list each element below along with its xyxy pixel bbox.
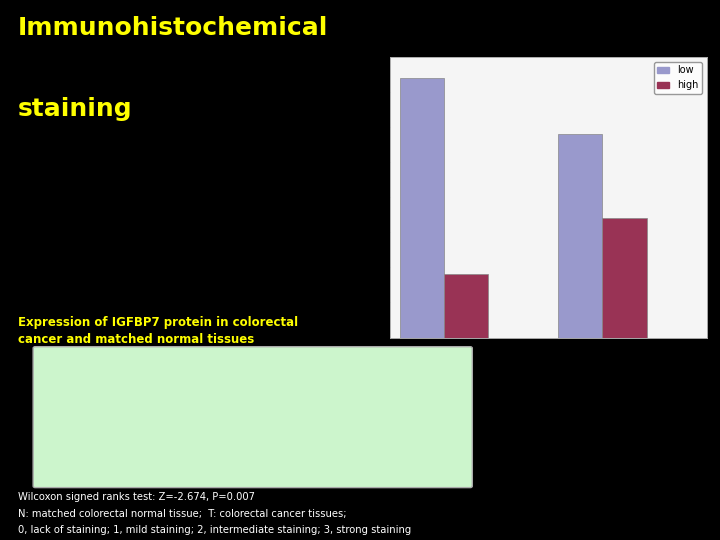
Text: 8: 8 bbox=[256, 413, 266, 427]
Text: 0: 0 bbox=[117, 371, 127, 386]
Text: 23: 23 bbox=[181, 456, 202, 471]
Text: 0, lack of staining; 1, mild staining; 2, intermediate staining; 3, strong stain: 0, lack of staining; 1, mild staining; 2… bbox=[18, 525, 411, 535]
Text: Expression of IGFBP7 protein in colorectal
cancer and matched normal tissues: Expression of IGFBP7 protein in colorect… bbox=[18, 316, 298, 346]
Text: 0.007: 0.007 bbox=[379, 413, 423, 427]
Bar bbox=[444, 274, 488, 338]
Bar bbox=[558, 134, 603, 338]
Text: 6: 6 bbox=[117, 456, 127, 471]
Text: Immunohistochemical: Immunohistochemical bbox=[18, 16, 328, 40]
Text: T: T bbox=[53, 456, 62, 471]
Text: 1: 1 bbox=[322, 413, 331, 427]
Y-axis label: cases: cases bbox=[359, 183, 369, 211]
Text: 1: 1 bbox=[187, 371, 197, 386]
Text: Wilcoxon signed ranks test: Z=-2.674, P=0.007: Wilcoxon signed ranks test: Z=-2.674, P=… bbox=[18, 492, 255, 503]
Legend: low, high: low, high bbox=[654, 62, 702, 94]
Text: 13: 13 bbox=[251, 456, 272, 471]
Text: N: N bbox=[51, 413, 63, 427]
Text: P: P bbox=[396, 371, 405, 386]
Bar bbox=[400, 78, 444, 338]
Text: staining: staining bbox=[18, 97, 132, 121]
Text: 26: 26 bbox=[182, 413, 202, 427]
Text: 2: 2 bbox=[256, 371, 266, 386]
Text: 3: 3 bbox=[322, 371, 331, 386]
Text: N: matched colorectal normal tissue;  T: colorectal cancer tissues;: N: matched colorectal normal tissue; T: … bbox=[18, 509, 346, 519]
Bar bbox=[603, 218, 647, 338]
Text: 4: 4 bbox=[322, 456, 331, 471]
Text: 11: 11 bbox=[112, 413, 132, 427]
